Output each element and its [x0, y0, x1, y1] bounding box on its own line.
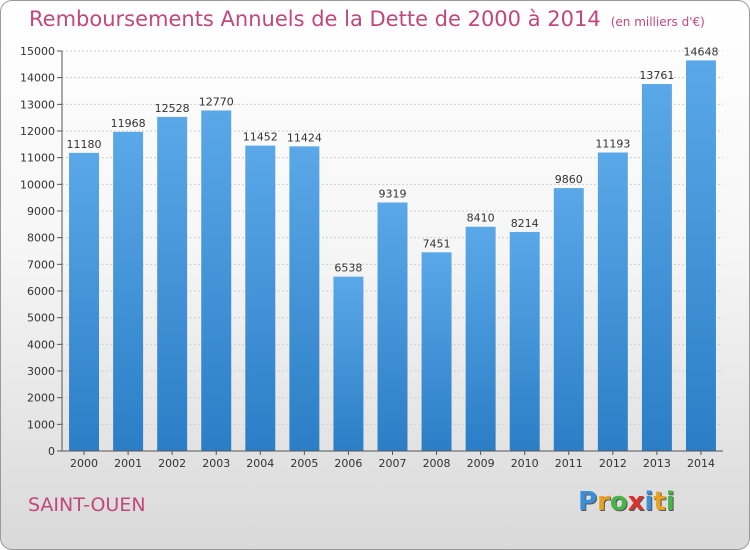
y-tick-label: 1000 — [27, 418, 55, 431]
y-tick-label: 6000 — [27, 285, 55, 298]
data-label-2006: 6538 — [334, 262, 362, 275]
data-label-2010: 8214 — [511, 217, 539, 230]
x-tick-label: 2005 — [290, 457, 318, 470]
x-tick-label: 2010 — [511, 457, 539, 470]
data-label-2011: 9860 — [555, 173, 583, 186]
y-tick-label: 13000 — [20, 98, 55, 111]
bars: 11180 11968 12528 12770 11452 11424 6538 9319 74… — [67, 45, 718, 452]
axes: 0 1000 2000 3000 4000 5000 6000 7000 8000 9000 100… — [20, 45, 723, 470]
logo-letter: i — [665, 487, 675, 517]
data-label-2002: 12528 — [155, 102, 190, 115]
logo-letter: i — [644, 487, 654, 517]
x-tick-label: 2003 — [202, 457, 230, 470]
bar-2000 — [69, 152, 100, 451]
x-tick-label: 2009 — [467, 457, 495, 470]
x-tick-label: 2000 — [70, 457, 98, 470]
x-tick-label: 2004 — [246, 457, 274, 470]
x-tick-label: 2008 — [423, 457, 451, 470]
logo-letter: r — [597, 487, 610, 517]
y-tick-label: 3000 — [27, 365, 55, 378]
y-tick-label: 2000 — [27, 392, 55, 405]
logo-letter: t — [653, 487, 666, 517]
x-tick-label: 2011 — [555, 457, 583, 470]
bar-2009 — [465, 226, 496, 451]
y-tick-label: 14000 — [20, 72, 55, 85]
bar-2007 — [377, 202, 408, 451]
y-tick-label: 8000 — [27, 232, 55, 245]
y-tick-label: 9000 — [27, 205, 55, 218]
bar-2012 — [597, 152, 628, 451]
bar-2011 — [553, 188, 584, 452]
y-tick-label: 4000 — [27, 338, 55, 351]
chart-title-text: Remboursements Annuels de la Dette de 20… — [29, 7, 601, 31]
town-name: SAINT-OUEN — [28, 494, 146, 516]
y-tick-label: 7000 — [27, 258, 55, 271]
data-label-2008: 7451 — [423, 237, 451, 250]
data-label-2005: 11424 — [287, 131, 322, 144]
logo-letter: o — [609, 487, 628, 517]
data-label-2009: 8410 — [467, 212, 495, 225]
y-tick-label: 15000 — [20, 45, 55, 58]
data-label-2013: 13761 — [639, 69, 674, 82]
x-tick-label: 2006 — [334, 457, 362, 470]
bar-2013 — [641, 84, 672, 451]
chart-unit-note: (en milliers d'€) — [610, 15, 705, 29]
x-tick-label: 2007 — [379, 457, 407, 470]
logo-letter: P — [578, 487, 598, 517]
x-tick-label: 2013 — [643, 457, 671, 470]
y-tick-label: 10000 — [20, 178, 55, 191]
bar-2006 — [333, 276, 364, 451]
bar-2010 — [509, 231, 540, 451]
chart-title: Remboursements Annuels de la Dette de 20… — [29, 7, 705, 31]
data-label-2004: 11452 — [243, 131, 278, 144]
bar-2008 — [421, 252, 452, 451]
data-label-2012: 11193 — [595, 138, 630, 151]
data-label-2000: 11180 — [67, 138, 102, 151]
bar-2005 — [289, 146, 320, 452]
bar-2014 — [685, 60, 716, 452]
logo-letter: x — [627, 487, 645, 517]
x-tick-label: 2002 — [158, 457, 186, 470]
bar-2002 — [157, 116, 188, 452]
y-tick-label: 11000 — [20, 152, 55, 165]
bar-2001 — [113, 131, 144, 451]
y-tick-label: 0 — [48, 445, 55, 458]
bar-2003 — [201, 110, 232, 451]
data-label-2007: 9319 — [379, 187, 407, 200]
data-label-2003: 12770 — [199, 95, 234, 108]
bar-2004 — [245, 145, 276, 451]
data-label-2001: 11968 — [111, 117, 146, 130]
x-tick-label: 2012 — [599, 457, 627, 470]
data-label-2014: 14648 — [683, 45, 718, 58]
y-tick-label: 5000 — [27, 312, 55, 325]
proxiti-logo: Proxiti — [578, 487, 675, 517]
y-tick-label: 12000 — [20, 125, 55, 138]
x-tick-label: 2014 — [687, 457, 715, 470]
x-tick-label: 2001 — [114, 457, 142, 470]
